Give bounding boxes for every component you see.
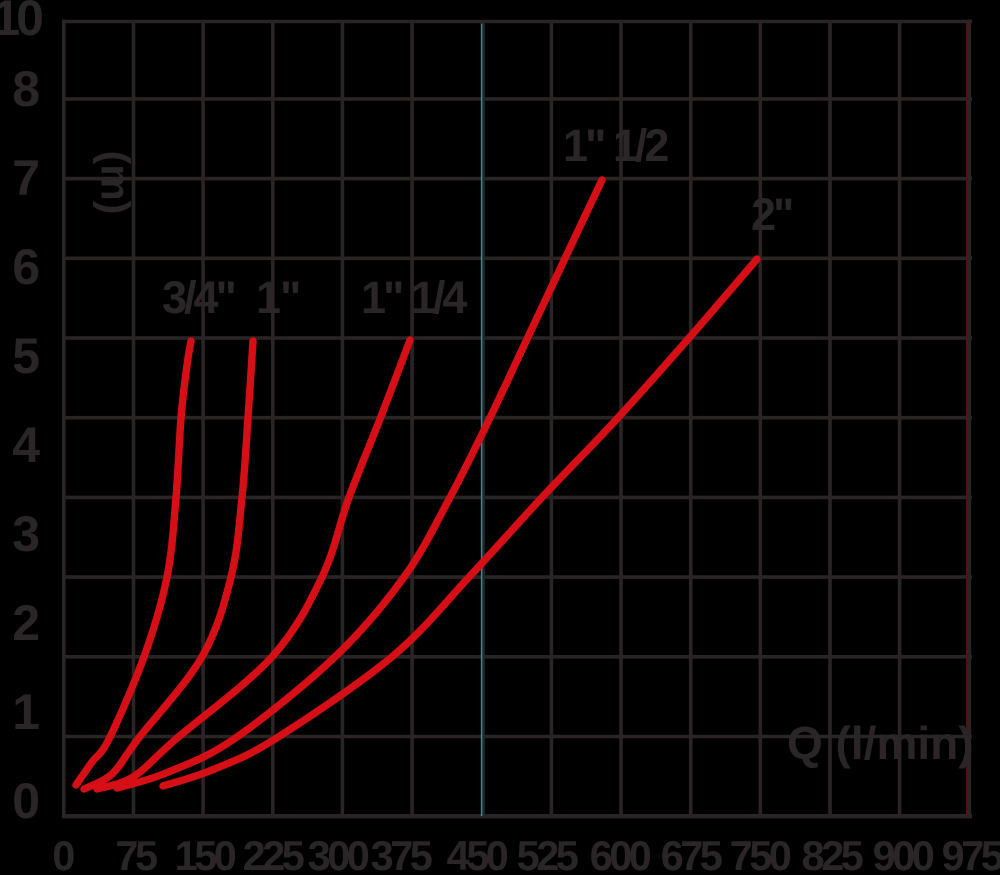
svg-text:8: 8 (12, 61, 40, 117)
svg-text:150: 150 (175, 832, 236, 875)
svg-text:300: 300 (308, 832, 369, 875)
svg-text:1: 1 (12, 684, 40, 740)
svg-text:975: 975 (942, 832, 1000, 875)
svg-text:225: 225 (243, 832, 304, 875)
svg-text:375: 375 (371, 832, 432, 875)
svg-text:600: 600 (590, 832, 651, 875)
svg-text:1" 1/2: 1" 1/2 (563, 120, 668, 171)
svg-text:0: 0 (52, 832, 74, 875)
svg-text:525: 525 (517, 832, 578, 875)
svg-text:3/4": 3/4" (162, 272, 235, 323)
svg-text:(m): (m) (93, 151, 139, 215)
svg-text:675: 675 (661, 832, 722, 875)
svg-text:4: 4 (12, 417, 40, 473)
svg-text:1": 1" (256, 272, 300, 323)
svg-text:900: 900 (873, 832, 934, 875)
svg-text:0: 0 (12, 773, 40, 829)
svg-text:750: 750 (730, 832, 791, 875)
svg-text:6: 6 (12, 239, 40, 295)
svg-text:3: 3 (12, 506, 40, 562)
svg-text:10: 10 (0, 0, 42, 46)
svg-text:1" 1/4: 1" 1/4 (361, 272, 467, 323)
svg-text:5: 5 (12, 328, 40, 384)
svg-text:75: 75 (115, 832, 157, 875)
svg-text:7: 7 (12, 150, 40, 206)
svg-text:825: 825 (802, 832, 863, 875)
svg-text:2": 2" (751, 189, 792, 240)
svg-text:450: 450 (447, 832, 508, 875)
svg-text:Q (l/min): Q (l/min) (787, 717, 974, 769)
svg-text:2: 2 (12, 595, 40, 651)
